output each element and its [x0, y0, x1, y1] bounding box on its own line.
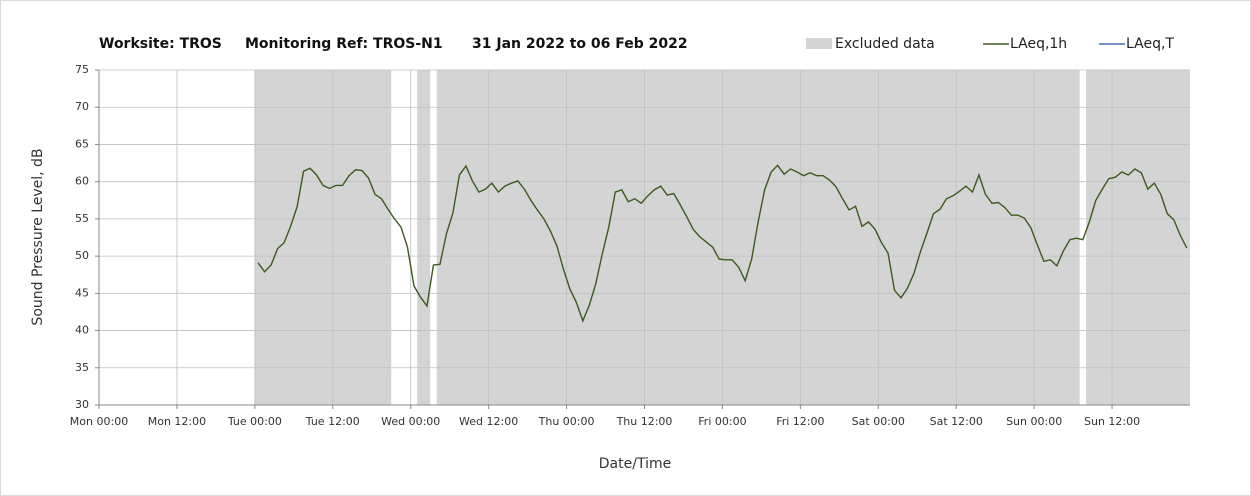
y-tick-label: 30	[75, 398, 89, 411]
y-tick-label: 65	[75, 137, 89, 150]
x-axis-label: Date/Time	[599, 456, 671, 472]
chart-subtitle: Monitoring Ref: TROS-N1	[245, 36, 443, 52]
y-tick-label: 35	[75, 361, 89, 374]
y-tick-label: 55	[75, 212, 89, 225]
legend-label: LAeq,1h	[1010, 36, 1067, 52]
chart-title: Worksite: TROS	[99, 36, 222, 52]
x-tick-label: Sat 12:00	[930, 415, 983, 428]
x-tick-label: Sun 12:00	[1084, 415, 1140, 428]
y-tick-label: 75	[75, 63, 89, 76]
x-tick-label: Sun 00:00	[1006, 415, 1062, 428]
excluded-region	[417, 70, 431, 405]
y-tick-label: 50	[75, 249, 89, 262]
x-tick-label: Thu 12:00	[616, 415, 673, 428]
y-tick-label: 40	[75, 324, 89, 337]
x-tick-label: Fri 00:00	[698, 415, 746, 428]
x-tick-label: Thu 00:00	[538, 415, 595, 428]
x-tick-label: Wed 00:00	[381, 415, 440, 428]
excluded-region	[254, 70, 392, 405]
excluded-region	[436, 70, 1080, 405]
y-tick-label: 45	[75, 286, 89, 299]
y-axis-label: Sound Pressure Level, dB	[30, 148, 46, 325]
legend-label: Excluded data	[835, 36, 935, 52]
x-tick-label: Wed 12:00	[459, 415, 518, 428]
x-tick-label: Tue 00:00	[227, 415, 282, 428]
x-tick-label: Fri 12:00	[776, 415, 824, 428]
y-tick-label: 60	[75, 175, 89, 188]
legend-label: LAeq,T	[1126, 36, 1174, 52]
x-tick-label: Sat 00:00	[852, 415, 905, 428]
excluded-region	[1086, 70, 1190, 405]
data-line	[257, 164, 1188, 323]
chart-period: 31 Jan 2022 to 06 Feb 2022	[472, 36, 688, 52]
x-tick-label: Mon 00:00	[70, 415, 128, 428]
legend-swatch	[806, 38, 832, 49]
x-tick-label: Mon 12:00	[148, 415, 206, 428]
x-tick-label: Tue 12:00	[305, 415, 360, 428]
y-tick-label: 70	[75, 100, 89, 113]
